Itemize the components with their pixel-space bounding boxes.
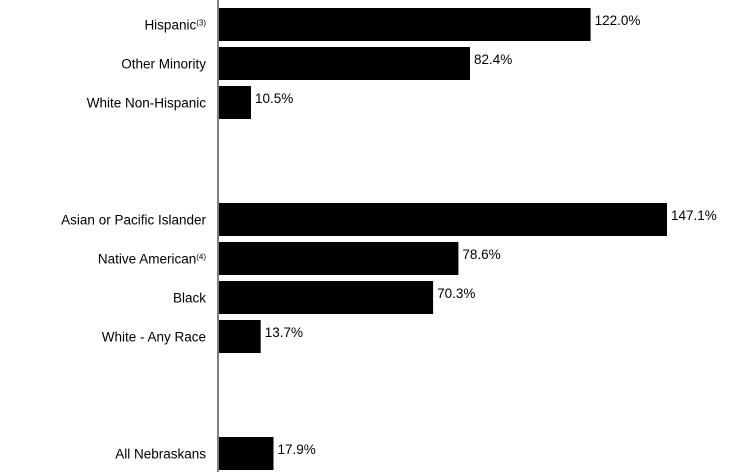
value-label-black: 70.3% <box>437 286 475 301</box>
bar-native-american <box>219 242 459 275</box>
bar-white-non-hispanic <box>219 86 251 119</box>
value-label-white-non-hispanic: 10.5% <box>255 91 293 106</box>
value-label-asian-or-pacific-islander: 147.1% <box>671 208 717 223</box>
category-label-hispanic: Hispanic(3) <box>144 18 206 33</box>
bar-marks: Hispanic(3) 122.0% Other Minority 82.4% Whit… <box>61 8 717 470</box>
bar-hispanic <box>219 8 591 41</box>
value-label-white-any-race: 13.7% <box>265 325 303 340</box>
bar-white-any-race <box>219 320 261 353</box>
value-label-hispanic: 122.0% <box>595 13 641 28</box>
category-label-all-nebraskans: All Nebraskans <box>115 447 206 462</box>
category-label-other-minority: Other Minority <box>121 57 206 72</box>
category-label-native-american: Native American(4) <box>98 252 206 267</box>
bar-black <box>219 281 434 314</box>
bar-asian-or-pacific-islander <box>219 203 667 236</box>
value-label-other-minority: 82.4% <box>474 52 512 67</box>
bar-other-minority <box>219 47 470 80</box>
category-label-asian-or-pacific-islander: Asian or Pacific Islander <box>61 213 206 228</box>
category-label-white-non-hispanic: White Non-Hispanic <box>87 96 207 111</box>
value-label-native-american: 78.6% <box>462 247 500 262</box>
category-label-white-any-race: White - Any Race <box>102 330 206 345</box>
bar-all-nebraskans <box>219 437 274 470</box>
value-label-all-nebraskans: 17.9% <box>278 442 316 457</box>
category-label-black: Black <box>173 291 206 306</box>
